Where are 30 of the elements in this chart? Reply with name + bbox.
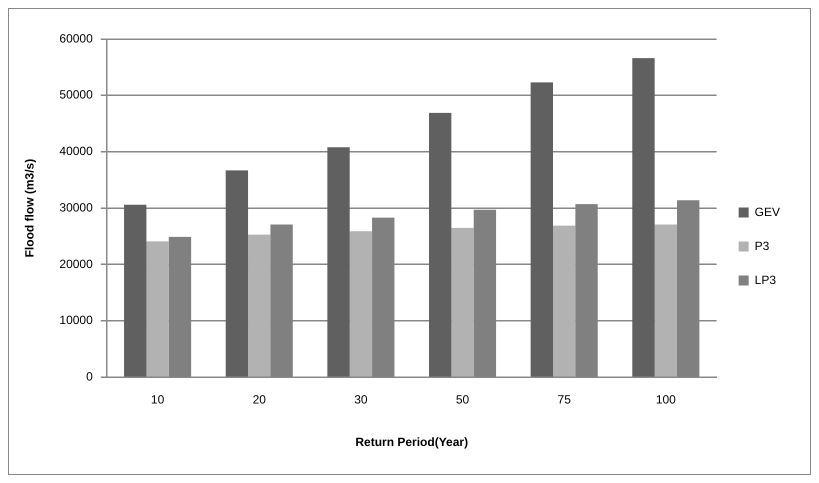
bar	[327, 147, 350, 376]
y-tick-label: 0	[86, 370, 94, 384]
bar	[451, 228, 474, 376]
x-tick-label: 30	[354, 392, 368, 407]
y-tick-label: 10000	[59, 313, 94, 328]
y-tick-label: 30000	[59, 200, 94, 214]
legend-label: LP3	[754, 272, 776, 287]
y-axis-title: Flood flow (m3/s)	[22, 158, 37, 258]
bar	[428, 112, 452, 376]
bar	[654, 224, 678, 376]
legend-label: GEV	[754, 204, 780, 219]
y-tick-label: 50000	[59, 88, 94, 102]
x-tick-label: 100	[656, 392, 676, 407]
bar	[350, 231, 372, 376]
y-tick-label: 60000	[59, 31, 94, 46]
x-tick-label: 75	[558, 392, 572, 407]
bar	[226, 170, 248, 376]
x-tick-label: 10	[150, 392, 165, 407]
bar	[248, 234, 270, 376]
x-axis-title: Return Period(Year)	[355, 435, 468, 450]
legend-label: P3	[754, 238, 770, 253]
y-tick-label: 40000	[59, 144, 94, 158]
x-tick-label: 50	[456, 392, 470, 407]
bar	[124, 204, 146, 376]
bar	[530, 82, 554, 376]
bar	[632, 58, 655, 376]
y-tick-label: 20000	[59, 256, 94, 271]
x-tick-label: 20	[252, 392, 266, 407]
bar	[146, 241, 169, 376]
bar	[553, 226, 576, 376]
